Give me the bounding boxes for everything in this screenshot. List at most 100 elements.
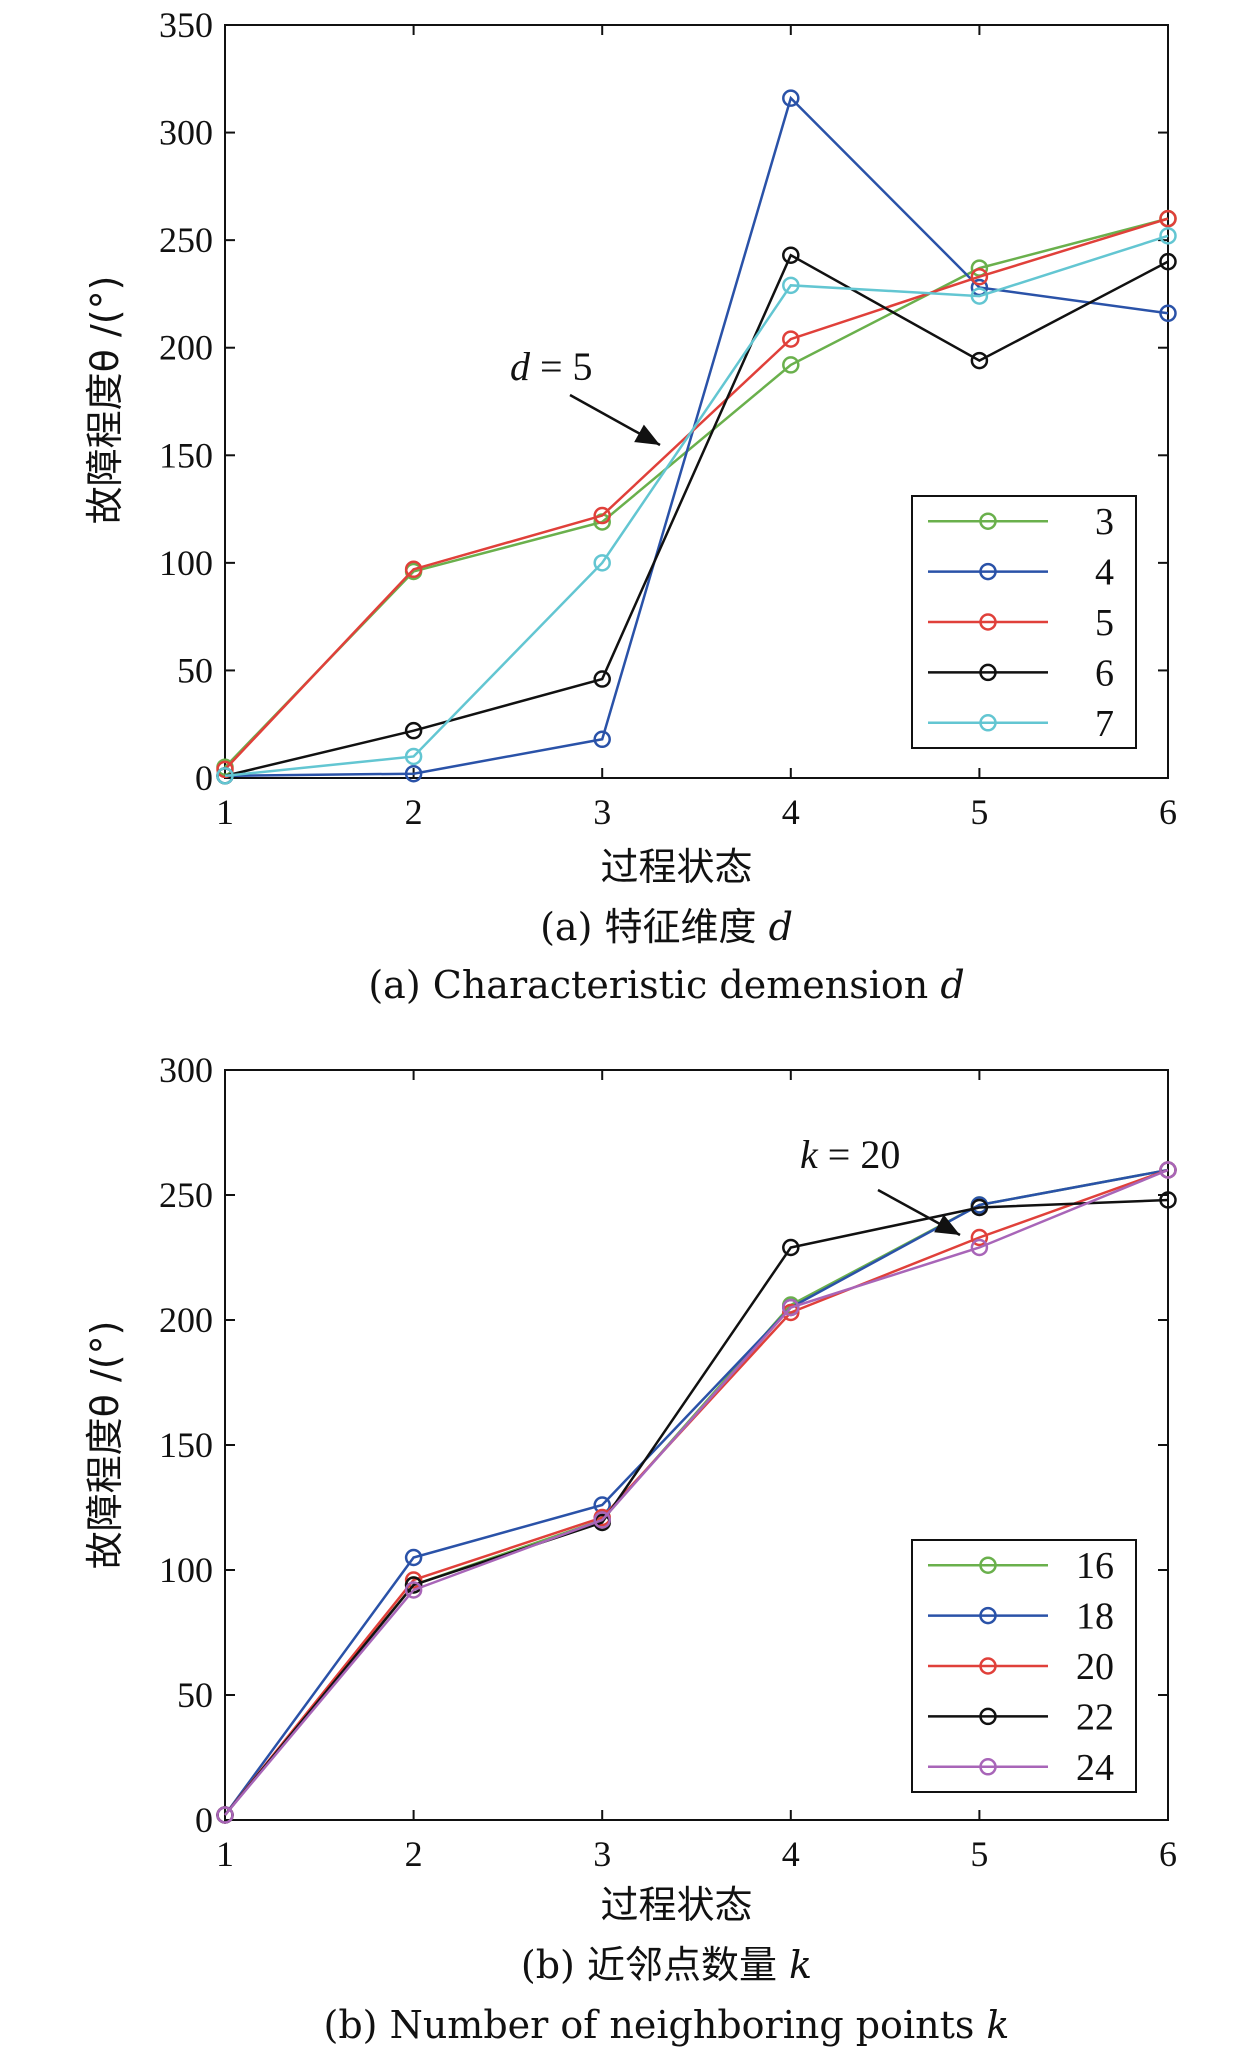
y-axis-label: 故障程度θ /(°)	[83, 1321, 127, 1570]
chart-panel-b: 0 50 100 150 200 250 300 1 2 3 4 5 6 过程状态 故障程度θ /(°) k …	[83, 1050, 1177, 2047]
legend-swatch-marker	[979, 562, 997, 581]
data-point	[404, 1581, 423, 1599]
y-axis-label: 故障程度θ /(°)	[83, 276, 127, 525]
data-point	[1159, 304, 1177, 323]
y-tick-label: 150	[159, 1425, 213, 1465]
caption-chinese: (b) 近邻点数量 k	[521, 1943, 812, 1987]
legend-swatch-marker	[979, 1657, 997, 1675]
data-point	[216, 1806, 234, 1824]
x-tick-label: 3	[593, 792, 611, 832]
series-line-5	[224, 217, 1169, 771]
data-point	[593, 554, 611, 572]
data-point	[782, 1238, 800, 1257]
x-tick-label: 1	[216, 792, 234, 832]
x-tick-label: 2	[405, 1834, 423, 1874]
data-point	[970, 1228, 989, 1247]
data-point	[782, 330, 800, 348]
data-point	[404, 1548, 423, 1567]
y-tick-label: 300	[159, 1050, 213, 1090]
data-point	[1159, 1161, 1177, 1179]
caption-english: (a) Characteristic demension d	[368, 963, 964, 1007]
data-point	[216, 767, 234, 785]
data-point	[404, 721, 423, 740]
series-line-18	[223, 1168, 1169, 1816]
x-tick-label: 4	[782, 1834, 800, 1874]
data-point	[782, 89, 800, 107]
series-line-22	[224, 1198, 1169, 1816]
data-point	[593, 730, 611, 749]
y-tick-label: 350	[159, 5, 213, 45]
legend-entry-label: 16	[1076, 1545, 1114, 1587]
annotation-label: d = 5	[510, 344, 593, 389]
chart-panel-a: 0 50 100 150 200 250 300 350 1 2 3 4 5 6 过程状态 故障程度θ /(°…	[83, 5, 1177, 1007]
data-point	[404, 764, 423, 783]
caption-english: (b) Number of neighboring points k	[324, 2003, 1010, 2047]
legend-entry-label: 6	[1095, 652, 1114, 694]
annotation-arrow-head	[934, 1214, 960, 1235]
y-tick-label: 200	[159, 1300, 213, 1340]
x-tick-label: 6	[1159, 1834, 1177, 1874]
data-point	[404, 1571, 423, 1589]
annotation-label: k = 20	[800, 1132, 900, 1177]
x-tick-label: 6	[1159, 792, 1177, 832]
data-point	[1159, 1191, 1177, 1209]
legend-swatch-marker	[979, 613, 997, 631]
legend-entry-label: 20	[1076, 1646, 1114, 1688]
x-tick-label: 5	[970, 792, 988, 832]
y-tick-label: 50	[177, 650, 213, 690]
data-point	[970, 267, 989, 286]
x-axis-label: 过程状态	[600, 845, 752, 889]
legend-swatch-marker	[979, 1707, 997, 1726]
y-tick-label: 200	[159, 328, 213, 368]
data-point	[593, 1511, 611, 1529]
legend-entry-label: 24	[1076, 1747, 1114, 1789]
y-tick-label: 150	[159, 435, 213, 475]
legend-swatch-marker	[979, 663, 997, 682]
data-point	[1159, 252, 1177, 271]
data-point	[1159, 209, 1177, 228]
data-point	[782, 1303, 800, 1322]
series-line-24	[224, 1168, 1169, 1816]
y-tick-label: 100	[159, 543, 213, 583]
x-tick-label: 4	[782, 792, 800, 832]
legend-swatch-marker	[979, 512, 997, 530]
data-point	[216, 760, 234, 779]
legend-swatch-marker	[979, 1758, 997, 1776]
legend-entry-label: 7	[1095, 703, 1114, 745]
legend-entry-label: 22	[1076, 1696, 1114, 1738]
data-point	[970, 287, 989, 305]
series-line-4	[224, 95, 1169, 778]
data-point	[970, 1238, 989, 1257]
x-tick-label: 3	[593, 1834, 611, 1874]
data-point	[782, 246, 800, 264]
legend-swatch-marker	[979, 714, 997, 732]
legend-swatch-marker	[979, 1556, 997, 1574]
data-point	[593, 506, 611, 525]
series-line-7	[224, 234, 1169, 778]
y-tick-label: 300	[159, 113, 213, 153]
x-tick-label: 5	[970, 1834, 988, 1874]
data-point	[782, 1298, 800, 1317]
data-point	[404, 560, 423, 579]
data-point	[1159, 227, 1177, 245]
legend-entry-label: 4	[1095, 552, 1114, 594]
legend-entry-label: 3	[1095, 501, 1114, 543]
data-point	[593, 670, 611, 688]
legend-entry-label: 5	[1095, 602, 1114, 644]
y-tick-label: 250	[159, 220, 213, 260]
series-line-6	[224, 253, 1169, 778]
plot-area-frame	[224, 24, 1169, 779]
legend-entry-label: 18	[1076, 1596, 1114, 1638]
y-tick-label: 50	[177, 1675, 213, 1715]
caption-chinese: (a) 特征维度 d	[540, 905, 793, 949]
x-tick-label: 2	[405, 792, 423, 832]
data-point	[782, 276, 800, 295]
x-axis-label: 过程状态	[600, 1883, 752, 1927]
x-tick-label: 1	[216, 1834, 234, 1874]
y-tick-label: 250	[159, 1175, 213, 1215]
y-tick-label: 100	[159, 1550, 213, 1590]
y-tick-label: 0	[195, 1800, 213, 1840]
data-point	[404, 1576, 423, 1594]
data-point	[782, 356, 800, 374]
